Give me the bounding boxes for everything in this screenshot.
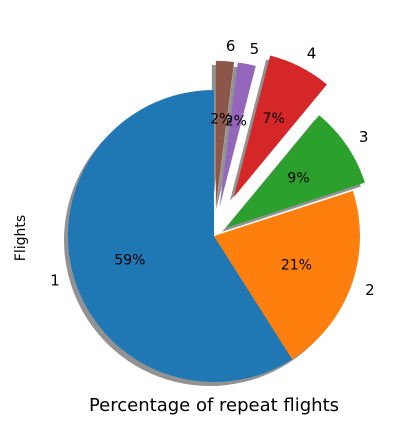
pie-slice-3 [226,115,365,228]
pie-slice-2 [214,190,360,360]
pie-slice-label-1: 1 [50,271,60,289]
pie-slice-percent-4: 7% [263,111,285,127]
pie-slice-percent-5: 2% [225,113,247,129]
pie-slice-percent-3: 9% [287,171,309,187]
pie-slice-1 [68,90,293,382]
pie-slice-percent-6: 2% [210,111,232,127]
pie-slice-percent-1: 59% [114,252,145,268]
pie-slice-label-4: 4 [307,44,317,62]
pie-wedge-layer [68,55,365,382]
chart-title: Percentage of repeat flights [89,395,339,416]
pie-slice-4 [233,55,327,197]
pie-slice-label-3: 3 [359,128,369,146]
pie-slice-5 [219,62,256,208]
pie-label-layer: 1 59% 2 21% 3 9% 4 7% 5 2% 6 2% [50,37,374,299]
y-axis-label: Flights [13,215,29,261]
pie-slice-6 [215,60,235,207]
pie-slice-label-2: 2 [365,281,375,299]
pie-slice-percent-2: 21% [281,258,312,274]
pie-slice-label-5: 5 [250,40,260,58]
pie-slice-label-6: 6 [226,37,236,55]
